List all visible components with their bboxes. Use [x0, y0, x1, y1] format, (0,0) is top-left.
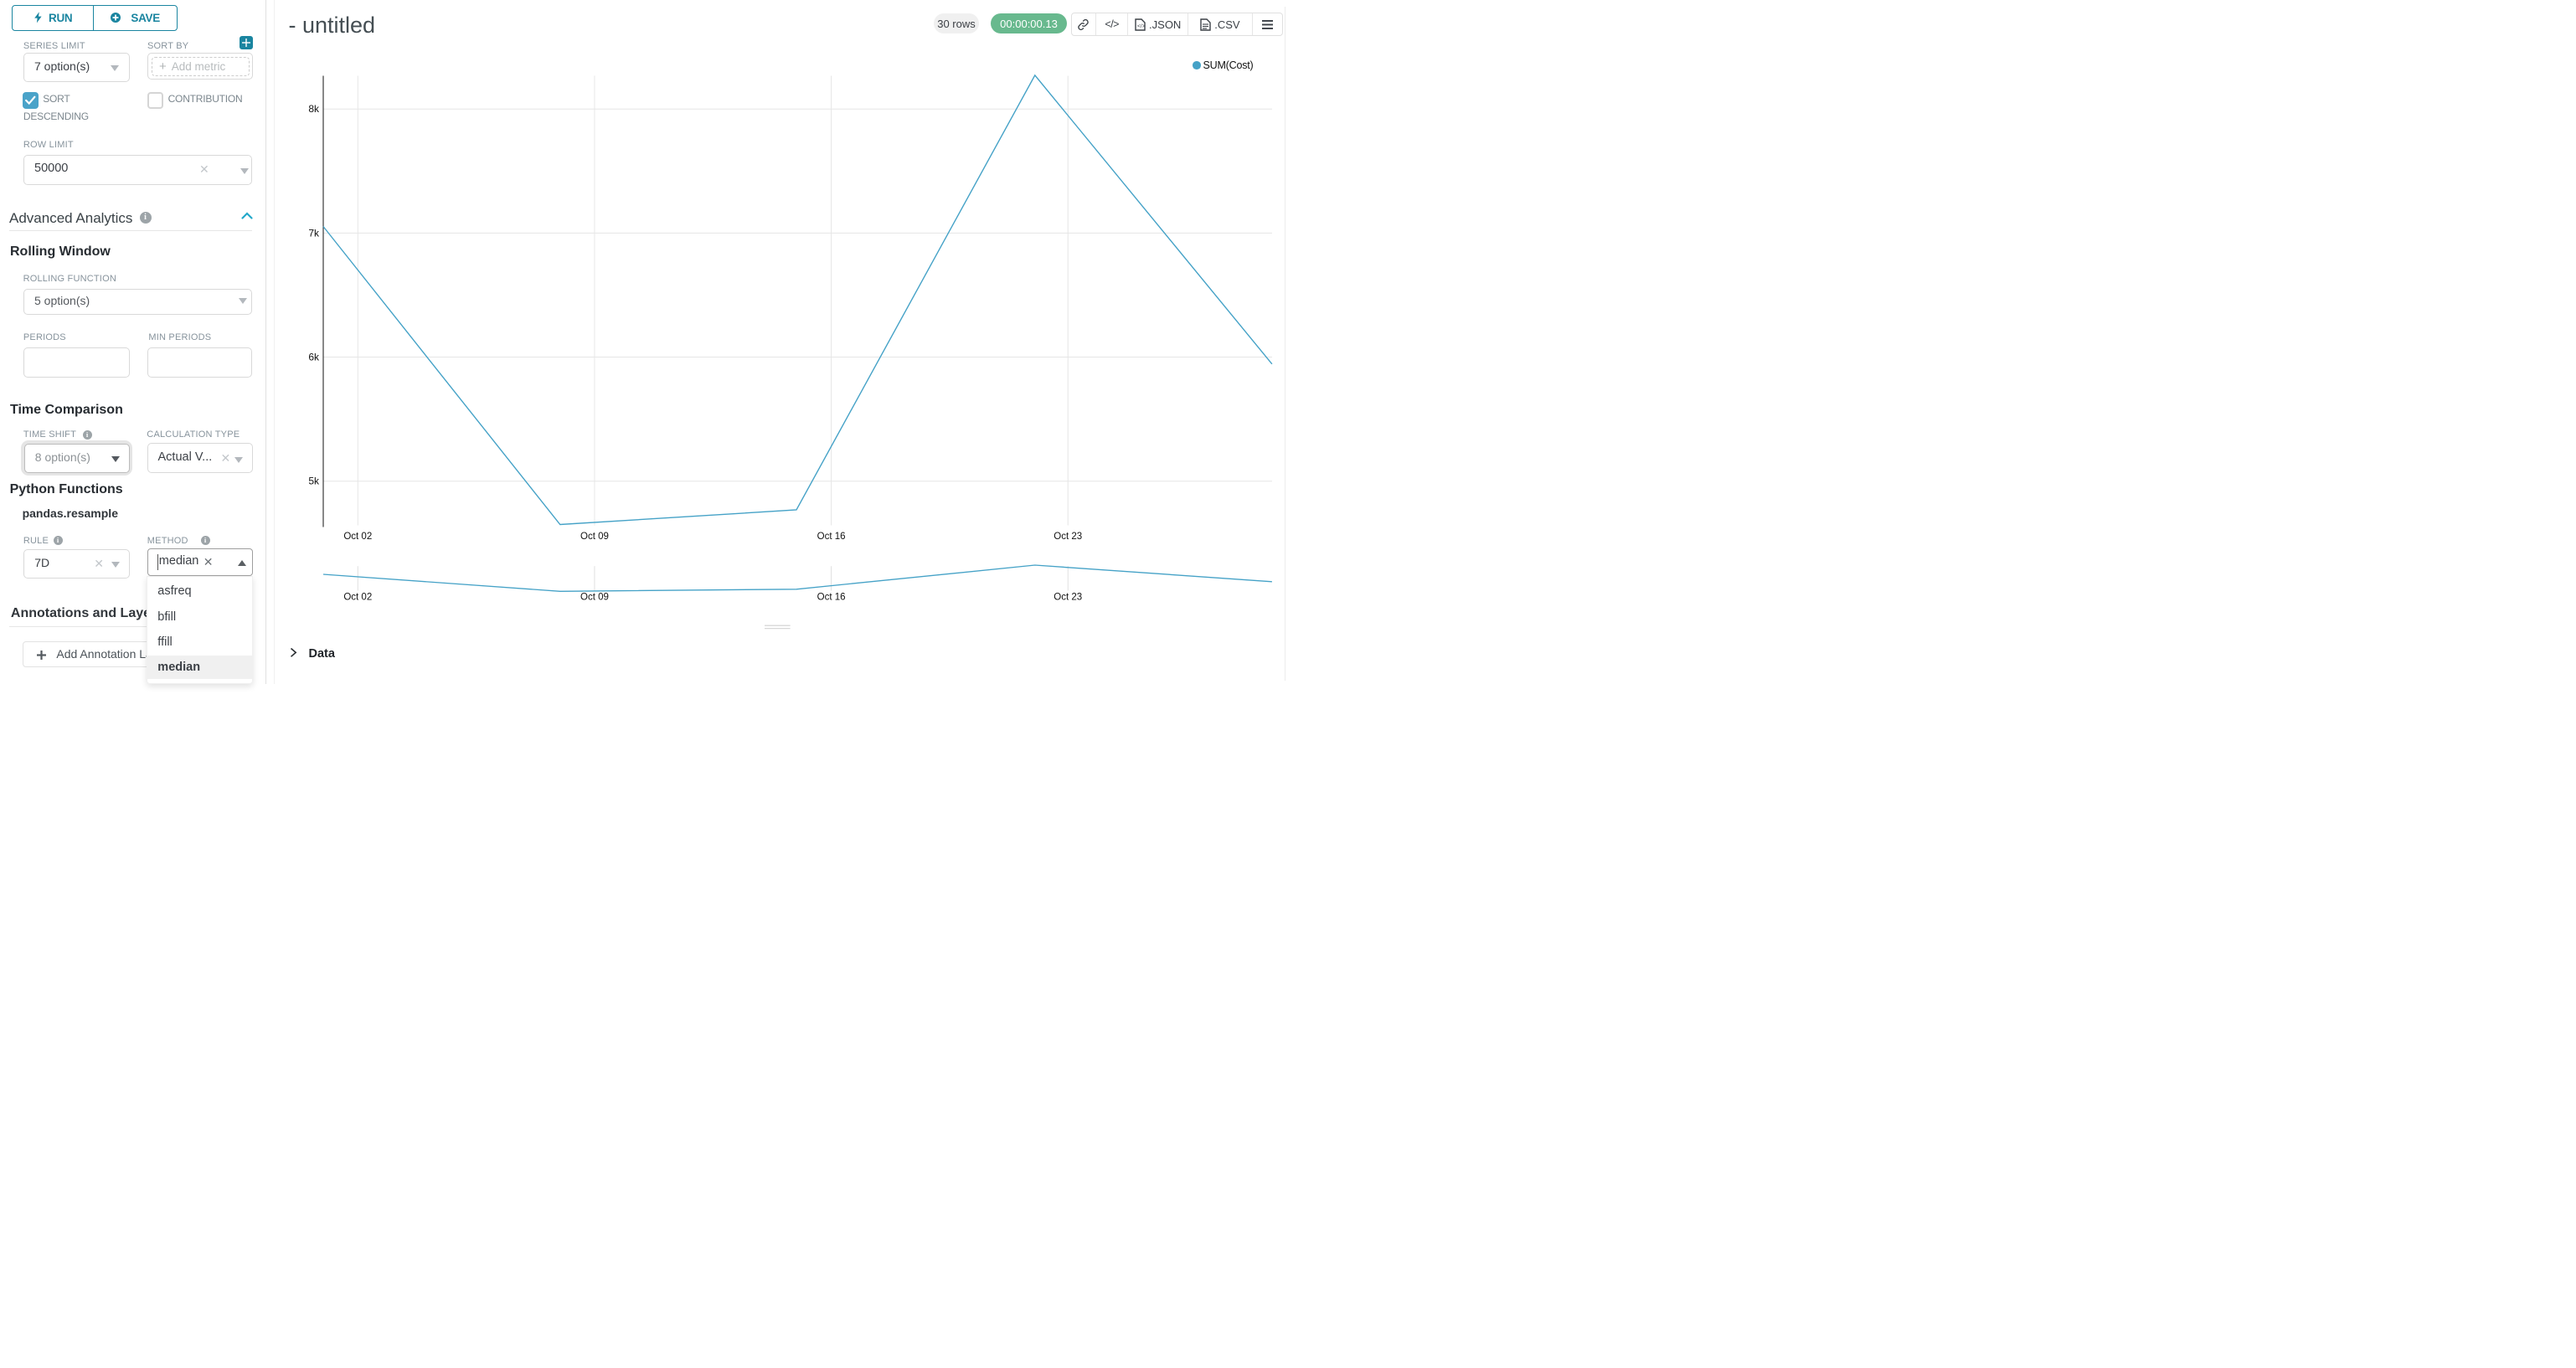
svg-text:Oct 02: Oct 02: [343, 593, 372, 603]
svg-text:8k: 8k: [308, 103, 320, 115]
svg-text:Oct 02: Oct 02: [343, 532, 372, 542]
svg-text:Oct 16: Oct 16: [817, 532, 846, 542]
svg-text:Oct 23: Oct 23: [1054, 532, 1082, 542]
svg-text:7k: 7k: [308, 227, 320, 239]
svg-text:Oct 23: Oct 23: [1054, 593, 1082, 603]
svg-text:6k: 6k: [308, 352, 320, 363]
svg-text:</>: </>: [1137, 23, 1146, 29]
svg-text:5k: 5k: [308, 476, 320, 487]
svg-text:Oct 09: Oct 09: [580, 593, 609, 603]
svg-text:Oct 16: Oct 16: [817, 593, 846, 603]
svg-text:Oct 09: Oct 09: [580, 532, 609, 542]
